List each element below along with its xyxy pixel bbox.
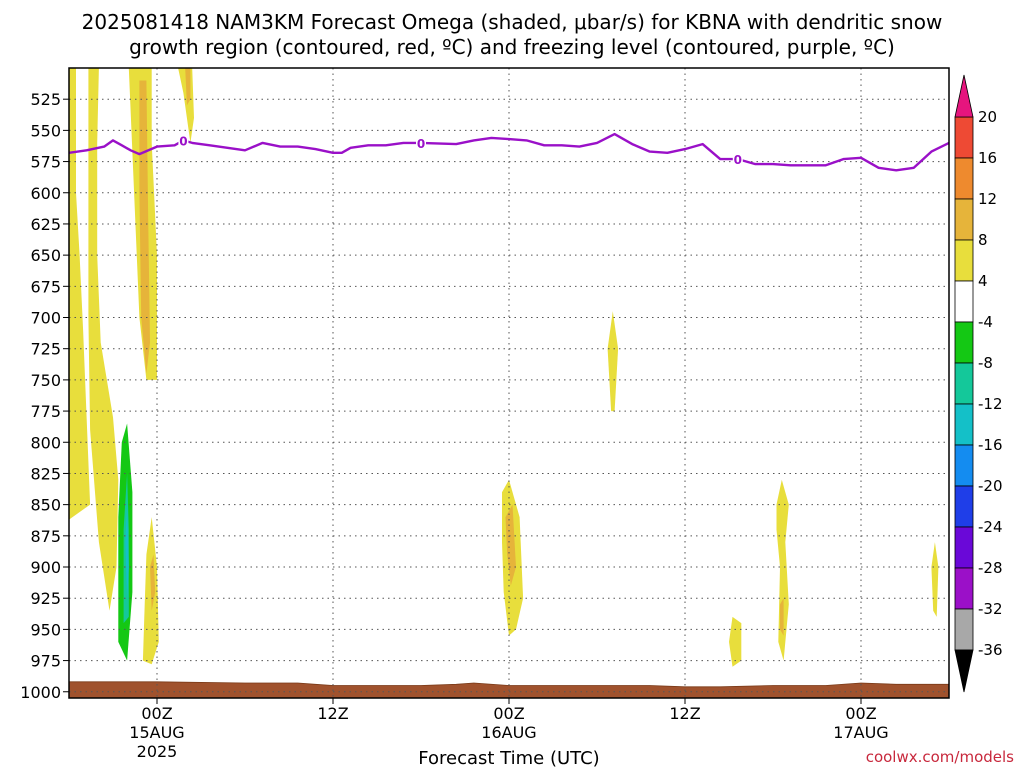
omega-region-17 (780, 598, 784, 636)
y-tick-label: 700 (30, 309, 61, 328)
x-tick-label: 00Z (141, 704, 172, 723)
colorbar-label: -4 (978, 313, 993, 331)
y-tick-label: 600 (30, 184, 61, 203)
omega-region-8 (183, 199, 194, 393)
y-tick-label: 750 (30, 371, 61, 390)
y-axis: 525 550 575 600 625 650 675 700 725 750 775 800 825 8… (20, 90, 69, 702)
colorbar-swatch (954, 116, 974, 159)
colorbar-swatch (954, 567, 974, 610)
x-tick-label: 17AUG (833, 723, 888, 742)
omega-region-7 (185, 68, 191, 106)
colorbar-swatch (954, 403, 974, 446)
y-tick-label: 800 (30, 433, 61, 452)
y-tick-label: 825 (30, 464, 61, 483)
omega-region-12 (125, 504, 129, 599)
freezing-label-bg (178, 132, 189, 148)
x-tick-label: 12Z (669, 704, 700, 723)
y-tick-label: 950 (30, 620, 61, 639)
chart-title-line-2: growth region (contoured, red, ºC) and f… (129, 35, 895, 59)
y-tick-label: 725 (30, 340, 61, 359)
colorbar-swatch (954, 239, 974, 282)
colorbar-arrow-top (954, 74, 974, 118)
y-tick-label: 550 (30, 121, 61, 140)
freezing-label-bg (416, 134, 426, 150)
colorbar-swatch (954, 526, 974, 569)
freezing-level-label: 0 (417, 137, 425, 151)
colorbar-label: -12 (978, 395, 1003, 413)
colorbar-label: -20 (978, 477, 1003, 495)
colorbar-label: 4 (978, 272, 988, 290)
colorbar-swatch (954, 608, 974, 651)
omega-region-15 (505, 504, 516, 586)
x-tick-label: 15AUG (129, 723, 184, 742)
gridlines (69, 68, 949, 698)
y-tick-label: 850 (30, 496, 61, 515)
freezing-label-bg (732, 151, 743, 167)
colorbar-label: 20 (978, 108, 997, 126)
colorbar-arrow-bottom (954, 649, 974, 693)
omega-region-19 (913, 548, 923, 617)
colorbar-swatch (954, 362, 974, 405)
y-tick-label: 575 (30, 153, 61, 172)
omega-region-16 (776, 479, 789, 661)
freezing-level-layer: 0 0 0 (69, 132, 949, 172)
colorbar-label: -32 (978, 600, 1003, 618)
y-tick-label: 625 (30, 215, 61, 234)
y-tick-label: 775 (30, 402, 61, 421)
x-tick-label: 2025 (137, 742, 178, 761)
colorbar-label: -8 (978, 354, 993, 372)
y-tick-label: 525 (30, 90, 61, 109)
omega-region-1 (88, 68, 119, 611)
colorbar-label: -28 (978, 559, 1003, 577)
x-tick-label: 16AUG (481, 723, 536, 742)
omega-region-4 (142, 517, 159, 665)
y-tick-label: 975 (30, 652, 61, 671)
omega-region-5 (150, 554, 156, 611)
colorbar-swatch (954, 485, 974, 528)
credit-text: coolwx.com/models (866, 748, 1014, 766)
y-tick-label: 875 (30, 527, 61, 546)
omega-region-13 (607, 311, 619, 412)
colorbar-label: -24 (978, 518, 1003, 536)
freezing-level-label: 0 (179, 134, 187, 148)
colorbar-swatch (954, 321, 974, 364)
omega-region-18 (729, 616, 742, 667)
y-tick-label: 900 (30, 558, 61, 577)
x-tick-label: 00Z (493, 704, 524, 723)
x-tick-label: 12Z (317, 704, 348, 723)
colorbar-label: -36 (978, 641, 1003, 659)
y-tick-label: 675 (30, 277, 61, 296)
colorbar-swatch (954, 444, 974, 487)
colorbar-label: 8 (978, 231, 988, 249)
colorbar-label: 16 (978, 149, 997, 167)
colorbar-label: -16 (978, 436, 1003, 454)
colorbar-swatch (954, 198, 974, 241)
x-tick-label: 00Z (845, 704, 876, 723)
colorbar-label: 12 (978, 190, 997, 208)
colorbar-swatch (954, 280, 974, 323)
colorbar: 20 16 12 8 4 -4 -8 -12 -16 -20 -24 -28 -32 -36 (954, 74, 1003, 693)
x-axis-label: Forecast Time (UTC) (418, 748, 599, 768)
y-tick-label: 925 (30, 589, 61, 608)
colorbar-swatch (954, 157, 974, 200)
chart-title-line-1: 2025081418 NAM3KM Forecast Omega (shaded… (82, 10, 943, 34)
y-tick-label: 1000 (20, 683, 61, 702)
omega-region-0 (69, 68, 91, 520)
y-tick-label: 650 (30, 246, 61, 265)
omega-shading-layer (69, 68, 939, 667)
freezing-level-label: 0 (734, 153, 742, 167)
omega-region-9 (167, 626, 180, 640)
